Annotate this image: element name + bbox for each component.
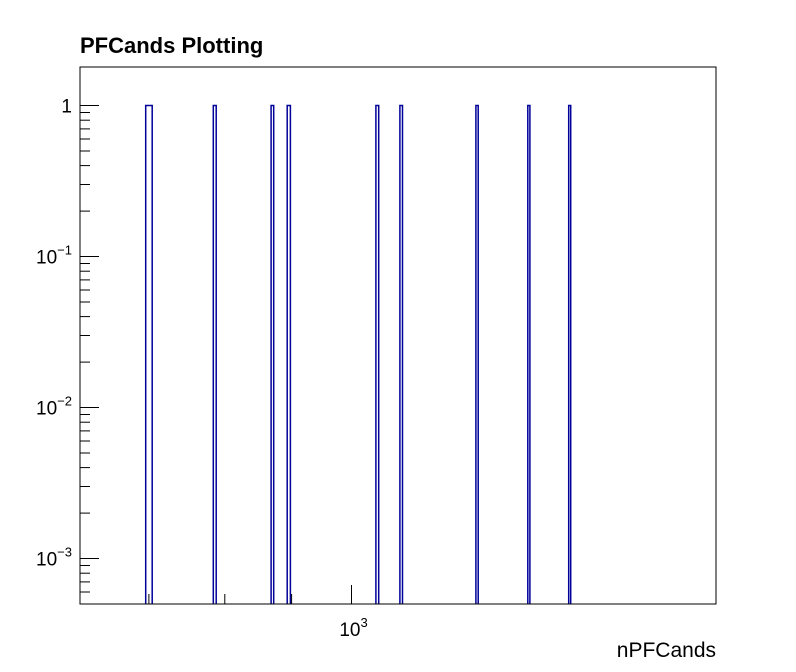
y-axis-tick-labels: 1 10−1 10−2 10−3	[36, 97, 72, 571]
histogram-bin-3	[270, 104, 275, 604]
histogram-bin-4	[286, 104, 292, 604]
y-tick-label-1: 10−1	[36, 243, 72, 269]
x-tick-label-0: 103	[339, 615, 367, 641]
y-tick-label-0: 1	[61, 97, 72, 118]
histogram-bin-1	[144, 104, 153, 604]
y-tick-label-2: 10−2	[36, 394, 72, 420]
histogram-bars	[144, 104, 572, 604]
x-axis-label: nPFCands	[617, 639, 716, 662]
histogram-bin-2	[212, 104, 217, 604]
histogram-bin-9	[567, 104, 572, 604]
chart-title: PFCands Plotting	[80, 33, 263, 58]
y-tick-label-3: 10−3	[36, 545, 72, 571]
histogram-bin-6	[399, 104, 404, 604]
histogram-bin-7	[475, 104, 479, 604]
x-axis-ticks	[148, 585, 352, 604]
x-axis-tick-labels: 103	[339, 615, 367, 641]
histogram-bin-8	[527, 104, 531, 604]
plot-frame	[79, 66, 717, 605]
histogram-bin-5	[375, 104, 380, 604]
